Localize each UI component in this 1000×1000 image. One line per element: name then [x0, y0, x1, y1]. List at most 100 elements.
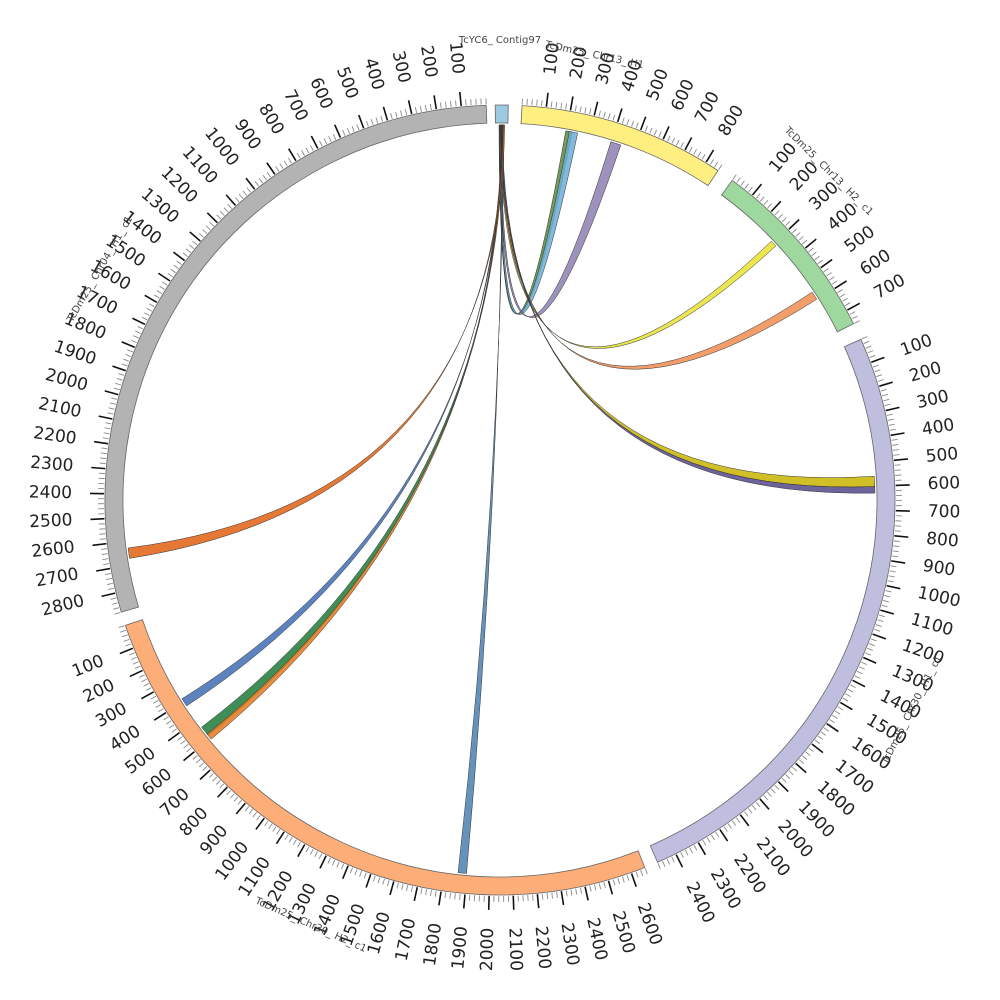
- minor-tick: [167, 273, 174, 278]
- minor-tick: [839, 293, 846, 298]
- minor-tick: [887, 580, 894, 583]
- tick-label: 2500: [29, 510, 73, 532]
- minor-tick: [229, 793, 235, 799]
- minor-tick: [170, 268, 176, 274]
- minor-tick: [847, 688, 854, 693]
- major-tick: [121, 341, 135, 348]
- link-chr30h1-580: [500, 124, 876, 488]
- minor-tick: [883, 398, 890, 402]
- minor-tick: [145, 687, 152, 691]
- tick-label: 300: [915, 386, 951, 413]
- minor-tick: [865, 652, 872, 656]
- minor-tick: [849, 311, 856, 315]
- minor-tick: [565, 103, 568, 110]
- major-tick: [199, 769, 211, 781]
- tick-label: 200: [907, 358, 944, 386]
- minor-tick: [870, 638, 877, 642]
- minor-tick: [297, 841, 301, 848]
- minor-tick: [101, 447, 108, 450]
- minor-tick: [288, 157, 292, 164]
- minor-tick: [166, 720, 172, 725]
- minor-tick: [884, 595, 891, 598]
- major-tick: [413, 887, 419, 902]
- minor-tick: [405, 885, 409, 892]
- major-tick: [804, 238, 817, 249]
- major-tick: [217, 786, 228, 798]
- minor-tick: [158, 708, 164, 713]
- major-tick: [739, 814, 750, 827]
- minor-tick: [834, 710, 841, 715]
- major-tick: [880, 609, 895, 615]
- minor-tick: [128, 652, 135, 656]
- minor-tick: [709, 159, 714, 165]
- minor-tick: [349, 867, 354, 874]
- minor-tick: [781, 217, 787, 223]
- minor-tick: [795, 232, 801, 237]
- major-tick: [365, 874, 372, 888]
- minor-tick: [227, 203, 233, 209]
- minor-tick: [727, 823, 732, 829]
- major-tick: [297, 844, 306, 858]
- tick-label: 800: [714, 102, 748, 140]
- minor-tick: [889, 428, 896, 431]
- minor-tick: [209, 221, 215, 227]
- tick-label: 400: [360, 56, 388, 93]
- tick-label: 1900: [448, 925, 472, 970]
- tick-label: 2000: [477, 928, 498, 972]
- minor-tick: [198, 232, 204, 238]
- minor-tick: [420, 888, 423, 895]
- minor-tick: [589, 885, 592, 892]
- minor-tick: [560, 102, 563, 109]
- minor-tick: [893, 454, 900, 456]
- minor-tick: [689, 847, 693, 854]
- minor-tick: [268, 823, 273, 829]
- major-tick: [872, 633, 887, 640]
- minor-tick: [658, 131, 662, 138]
- minor-tick: [631, 120, 634, 127]
- minor-tick: [874, 628, 881, 632]
- minor-tick: [888, 575, 895, 578]
- minor-tick: [272, 826, 277, 832]
- minor-tick: [359, 870, 363, 877]
- major-tick: [770, 200, 782, 213]
- links-layer: [127, 124, 876, 874]
- minor-tick: [434, 890, 437, 897]
- major-tick: [759, 798, 770, 810]
- minor-tick: [644, 125, 648, 132]
- minor-tick: [125, 353, 132, 357]
- minor-tick: [168, 724, 175, 729]
- segment-chr13h2: [721, 179, 855, 333]
- minor-tick: [598, 110, 601, 117]
- minor-tick: [598, 883, 602, 890]
- major-tick: [342, 865, 349, 879]
- minor-tick: [309, 848, 314, 855]
- major-tick: [225, 194, 237, 206]
- minor-tick: [626, 119, 630, 126]
- minor-tick: [216, 214, 222, 220]
- minor-tick: [876, 374, 883, 377]
- link-chr30h2-560: [201, 124, 504, 736]
- minor-tick: [736, 177, 741, 183]
- major-tick: [560, 891, 565, 906]
- major-tick: [616, 108, 623, 123]
- tick-label: 200: [416, 44, 441, 79]
- minor-tick: [118, 373, 125, 376]
- minor-tick: [832, 714, 838, 719]
- major-tick: [90, 517, 105, 521]
- minor-tick: [731, 820, 737, 826]
- minor-tick: [363, 872, 367, 879]
- minor-tick: [850, 684, 856, 689]
- minor-tick: [233, 796, 239, 802]
- minor-tick: [305, 846, 310, 853]
- minor-tick: [425, 889, 428, 896]
- tick-label: 300: [388, 49, 415, 85]
- minor-tick: [817, 259, 823, 265]
- minor-tick: [238, 193, 244, 199]
- major-tick: [287, 148, 297, 162]
- minor-tick: [215, 780, 221, 785]
- major-tick: [863, 656, 877, 664]
- minor-tick: [171, 728, 177, 733]
- tick-label: 2400: [29, 482, 73, 503]
- minor-tick: [127, 349, 133, 353]
- minor-tick: [893, 540, 900, 542]
